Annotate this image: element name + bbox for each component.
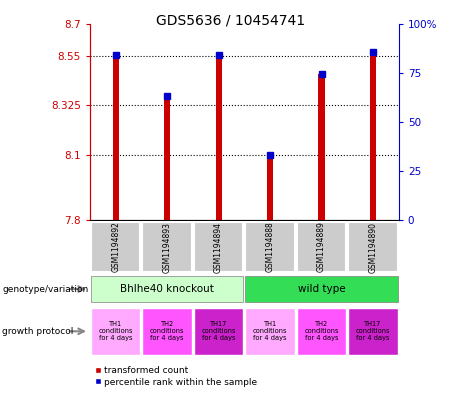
Bar <box>215 55 222 220</box>
Bar <box>319 74 325 220</box>
Text: TH17
conditions
for 4 days: TH17 conditions for 4 days <box>201 321 236 341</box>
Text: GSM1194894: GSM1194894 <box>214 222 223 272</box>
Bar <box>349 308 398 355</box>
Text: TH17
conditions
for 4 days: TH17 conditions for 4 days <box>356 321 390 341</box>
Bar <box>245 308 295 355</box>
Text: GSM1194890: GSM1194890 <box>368 222 378 272</box>
Text: Bhlhe40 knockout: Bhlhe40 knockout <box>120 284 214 294</box>
Bar <box>142 222 192 272</box>
Bar <box>112 55 119 220</box>
Text: GSM1194889: GSM1194889 <box>317 222 326 272</box>
Text: TH1
conditions
for 4 days: TH1 conditions for 4 days <box>253 321 287 341</box>
Text: TH2
conditions
for 4 days: TH2 conditions for 4 days <box>304 321 339 341</box>
Bar <box>91 222 140 272</box>
Bar <box>245 275 398 302</box>
Text: GSM1194892: GSM1194892 <box>111 222 120 272</box>
Text: TH1
conditions
for 4 days: TH1 conditions for 4 days <box>98 321 133 341</box>
Bar <box>142 308 192 355</box>
Text: GDS5636 / 10454741: GDS5636 / 10454741 <box>156 14 305 28</box>
Bar <box>297 308 346 355</box>
Legend: transformed count, percentile rank within the sample: transformed count, percentile rank withi… <box>95 366 257 387</box>
Bar <box>91 308 140 355</box>
Bar <box>194 222 243 272</box>
Bar <box>349 222 398 272</box>
Bar <box>267 154 273 220</box>
Bar <box>91 275 243 302</box>
Bar <box>164 95 170 220</box>
Text: GSM1194888: GSM1194888 <box>266 222 275 272</box>
Bar <box>194 308 243 355</box>
Bar <box>297 222 346 272</box>
Bar <box>370 52 376 220</box>
Text: genotype/variation: genotype/variation <box>2 285 89 294</box>
Text: wild type: wild type <box>298 284 345 294</box>
Text: GSM1194893: GSM1194893 <box>163 222 171 272</box>
Text: growth protocol: growth protocol <box>2 327 74 336</box>
Bar <box>245 222 295 272</box>
Text: TH2
conditions
for 4 days: TH2 conditions for 4 days <box>150 321 184 341</box>
